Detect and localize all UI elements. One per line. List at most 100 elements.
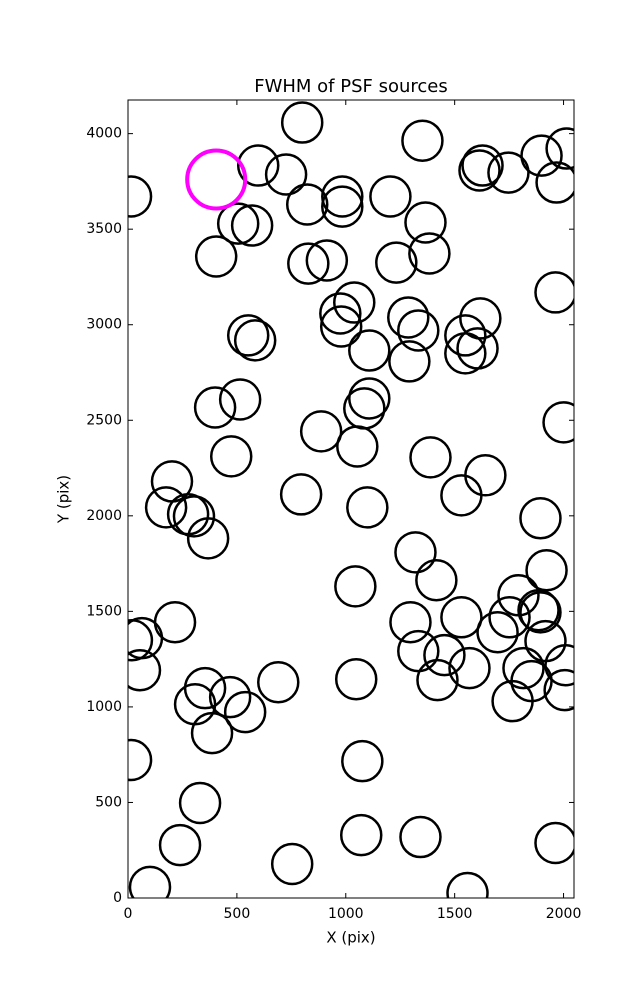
source-circle [534, 821, 574, 865]
source-circle [464, 454, 507, 497]
source-circle [336, 425, 379, 468]
source-circle [517, 588, 560, 632]
source-circle [535, 161, 574, 204]
y-tick-label: 1500 [86, 603, 122, 619]
source-circle [305, 239, 349, 282]
y-tick-label: 4000 [86, 126, 122, 142]
source-circle [346, 486, 389, 529]
source-circle [456, 327, 499, 370]
source-circle [343, 387, 386, 430]
source-circle [223, 690, 267, 734]
y-axis-label: Y (pix) [55, 475, 73, 524]
y-tick-label: 2000 [86, 508, 122, 524]
x-tick-label: 1000 [328, 906, 364, 922]
source-circle [230, 204, 274, 247]
x-tick-label: 0 [124, 906, 133, 922]
source-circle [128, 175, 153, 218]
source-circle [321, 185, 364, 228]
source-circle [128, 865, 172, 898]
source-circle [408, 232, 451, 275]
source-circle [280, 101, 324, 144]
source-circle [444, 314, 487, 357]
source-circle [321, 175, 364, 218]
y-tick-label: 2500 [86, 412, 122, 428]
x-tick-label: 1500 [437, 906, 473, 922]
y-tick-label: 3500 [86, 221, 122, 237]
source-circle [153, 601, 197, 644]
source-circle [542, 401, 574, 444]
source-circle [287, 242, 330, 285]
source-circle [401, 119, 444, 162]
source-circle [226, 314, 270, 357]
source-circle [319, 305, 363, 348]
source-circle [128, 648, 162, 692]
source-circle [334, 565, 377, 608]
source-circle [257, 661, 300, 704]
source-circle [487, 151, 530, 194]
x-tick-label: 2000 [546, 906, 582, 922]
source-circle [545, 127, 574, 170]
source-circle [416, 658, 459, 702]
source-circle [190, 711, 234, 755]
source-circle [333, 281, 376, 324]
y-tick-label: 0 [113, 890, 122, 906]
source-circle [185, 148, 248, 211]
source-circle [502, 646, 545, 690]
source-circle [369, 175, 412, 218]
source-circle [440, 474, 483, 517]
source-circle [144, 486, 188, 529]
source-circle [348, 377, 391, 420]
source-circle [491, 679, 534, 723]
y-tick-label: 3000 [86, 317, 122, 333]
x-axis-label: X (pix) [326, 929, 375, 947]
source-circle [525, 549, 568, 592]
source-circle [476, 610, 519, 654]
source-circle [394, 531, 437, 574]
y-tick-label: 1000 [86, 699, 122, 715]
source-circle [178, 781, 222, 825]
source-circle [389, 601, 432, 644]
source-circle [543, 668, 574, 712]
source-circle [208, 675, 252, 719]
source-circle [461, 144, 504, 187]
source-circle [409, 436, 452, 479]
source-circle [387, 296, 430, 339]
source-circle [270, 842, 314, 886]
source-circle [341, 739, 384, 783]
plot-frame [127, 99, 575, 899]
source-circle [415, 558, 458, 602]
source-circle [519, 591, 562, 634]
source-circle [440, 596, 483, 639]
source-circle [194, 235, 238, 278]
source-circle [524, 619, 567, 663]
source-circle [193, 386, 237, 429]
x-tick-label: 500 [224, 906, 251, 922]
source-circle [216, 202, 260, 245]
source-circle [209, 435, 253, 478]
source-circle [233, 319, 277, 362]
source-circle [218, 378, 262, 421]
source-circle [375, 241, 418, 284]
source-circle [488, 596, 531, 639]
source-circle [397, 629, 440, 673]
source-circle [236, 144, 280, 187]
source-circle [279, 473, 323, 516]
source-circle [264, 153, 308, 196]
source-circle [399, 815, 442, 859]
y-tick-label: 500 [95, 794, 122, 810]
source-circle [334, 657, 378, 701]
source-circle [319, 292, 362, 335]
chart-title: FWHM of PSF sources [254, 76, 448, 97]
source-circle [339, 813, 383, 857]
source-circle [520, 134, 563, 177]
source-circle [388, 340, 431, 383]
source-circle [448, 646, 491, 690]
source-circle [128, 738, 153, 782]
source-circle [404, 201, 447, 244]
source-circle [172, 495, 216, 538]
source-circle [519, 497, 562, 540]
source-circle [158, 823, 202, 867]
source-circle [534, 271, 574, 314]
source-circle [458, 149, 501, 192]
